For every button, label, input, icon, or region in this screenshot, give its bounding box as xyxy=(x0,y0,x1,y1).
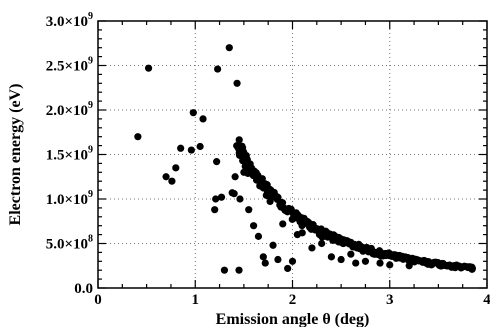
data-point xyxy=(259,253,267,261)
data-point xyxy=(261,259,269,267)
data-point xyxy=(352,259,360,267)
data-point xyxy=(199,115,207,123)
x-tick-label: 2 xyxy=(289,292,297,308)
data-point xyxy=(211,206,219,214)
x-tick-label: 0 xyxy=(94,292,102,308)
data-point xyxy=(144,64,153,72)
data-point xyxy=(230,190,238,198)
data-point xyxy=(168,177,176,185)
y-tick-label: 1.5×109 xyxy=(46,145,93,164)
data-point xyxy=(279,220,287,228)
y-tick-label: 3.0×109 xyxy=(46,11,93,30)
data-point xyxy=(172,164,180,172)
data-point xyxy=(250,222,258,230)
data-points xyxy=(134,44,477,274)
x-tick-labels: 0 1 2 3 4 xyxy=(94,292,490,308)
y-tick-label: 2.5×109 xyxy=(46,56,93,75)
data-point xyxy=(162,173,170,181)
data-point xyxy=(288,257,297,265)
data-point xyxy=(236,195,244,203)
data-point xyxy=(361,257,370,265)
data-point xyxy=(187,146,195,154)
data-point xyxy=(225,44,233,52)
data-point xyxy=(177,144,185,152)
data-point xyxy=(308,244,316,252)
data-point xyxy=(189,109,197,117)
data-point xyxy=(264,186,272,194)
data-point xyxy=(235,266,243,274)
axis-ticks xyxy=(97,20,488,289)
y-tick-label: 0.0 xyxy=(74,281,93,297)
data-point xyxy=(134,133,142,141)
x-tick-label: 3 xyxy=(386,292,394,308)
data-point xyxy=(298,229,306,237)
data-point xyxy=(337,255,345,264)
data-point xyxy=(284,264,292,273)
grid-lines xyxy=(98,21,487,288)
x-tick-label: 1 xyxy=(192,292,200,308)
data-point xyxy=(386,261,394,269)
data-point xyxy=(347,250,355,258)
data-point xyxy=(212,195,220,203)
y-axis-title: Electron energy (eV) xyxy=(7,84,24,226)
data-point xyxy=(269,241,277,249)
data-point xyxy=(214,65,222,73)
data-point xyxy=(327,253,335,261)
y-tick-label: 5.0×108 xyxy=(46,234,93,253)
data-point xyxy=(245,206,253,214)
data-point xyxy=(405,262,413,270)
data-point xyxy=(213,158,221,166)
y-tick-label: 1.0×109 xyxy=(46,189,93,208)
data-point xyxy=(468,264,477,273)
data-point xyxy=(217,193,226,201)
x-tick-label: 4 xyxy=(483,292,490,308)
data-point xyxy=(220,266,229,274)
y-tick-label: 2.0×109 xyxy=(46,100,93,119)
data-point xyxy=(196,142,204,151)
x-axis-title: Emission angle θ (deg) xyxy=(216,311,370,327)
data-point xyxy=(233,79,241,87)
data-point xyxy=(240,168,248,176)
data-point xyxy=(231,173,239,181)
y-tick-labels: 0.0 5.0×108 1.0×109 1.5×109 2.0×109 2.5×109 3.… xyxy=(46,11,93,297)
data-point xyxy=(318,239,326,248)
data-point xyxy=(254,232,263,240)
data-point xyxy=(235,136,243,144)
data-point xyxy=(274,255,282,264)
data-point xyxy=(376,259,384,267)
